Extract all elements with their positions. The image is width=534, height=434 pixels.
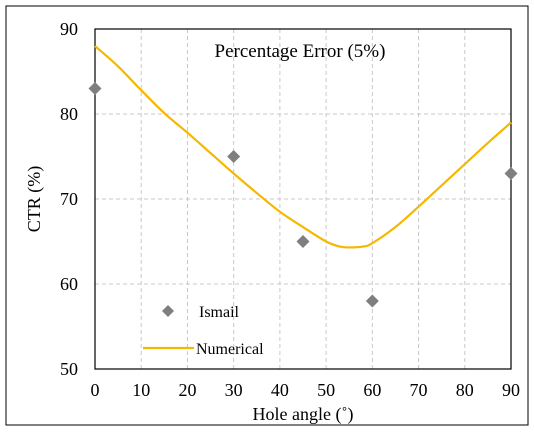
y-tick-label: 50 (60, 359, 78, 379)
x-tick-label: 0 (91, 380, 100, 400)
ismail-data-point (88, 82, 102, 95)
x-tick-label: 10 (132, 380, 150, 400)
legend-marker-ismail (162, 305, 174, 317)
legend: Ismail Numerical (143, 304, 264, 358)
ismail-data-point (227, 150, 241, 163)
legend-label-numerical: Numerical (196, 341, 264, 358)
ismail-data-point (504, 167, 518, 180)
x-tick-label: 20 (178, 380, 196, 400)
x-axis-label: Hole angle (˚) (253, 404, 354, 425)
chart-title: Percentage Error (5%) (215, 41, 386, 62)
chart-outer-border (5, 5, 529, 426)
y-tick-label: 60 (60, 274, 78, 294)
grid-layer (95, 29, 511, 369)
x-tick-label: 50 (317, 380, 335, 400)
series-layer (88, 45, 518, 308)
ismail-data-point (296, 235, 310, 248)
y-tick-label: 70 (60, 189, 78, 209)
ismail-data-point (365, 294, 379, 308)
y-tick-label: 90 (60, 19, 78, 39)
y-tick-labels: 50 60 70 80 90 (60, 19, 78, 379)
x-tick-labels: 0 10 20 30 40 50 60 70 80 90 (91, 380, 521, 400)
legend-label-ismail: Ismail (199, 304, 240, 321)
x-tick-label: 90 (502, 380, 520, 400)
x-tick-label: 80 (456, 380, 474, 400)
numerical-line (94, 45, 512, 249)
x-tick-label: 30 (225, 380, 243, 400)
y-tick-label: 80 (60, 104, 78, 124)
y-axis-label: CTR (%) (24, 166, 45, 233)
x-tick-label: 70 (410, 380, 428, 400)
plot-area-frame (94, 28, 512, 370)
x-tick-label: 40 (271, 380, 289, 400)
x-tick-label: 60 (363, 380, 381, 400)
